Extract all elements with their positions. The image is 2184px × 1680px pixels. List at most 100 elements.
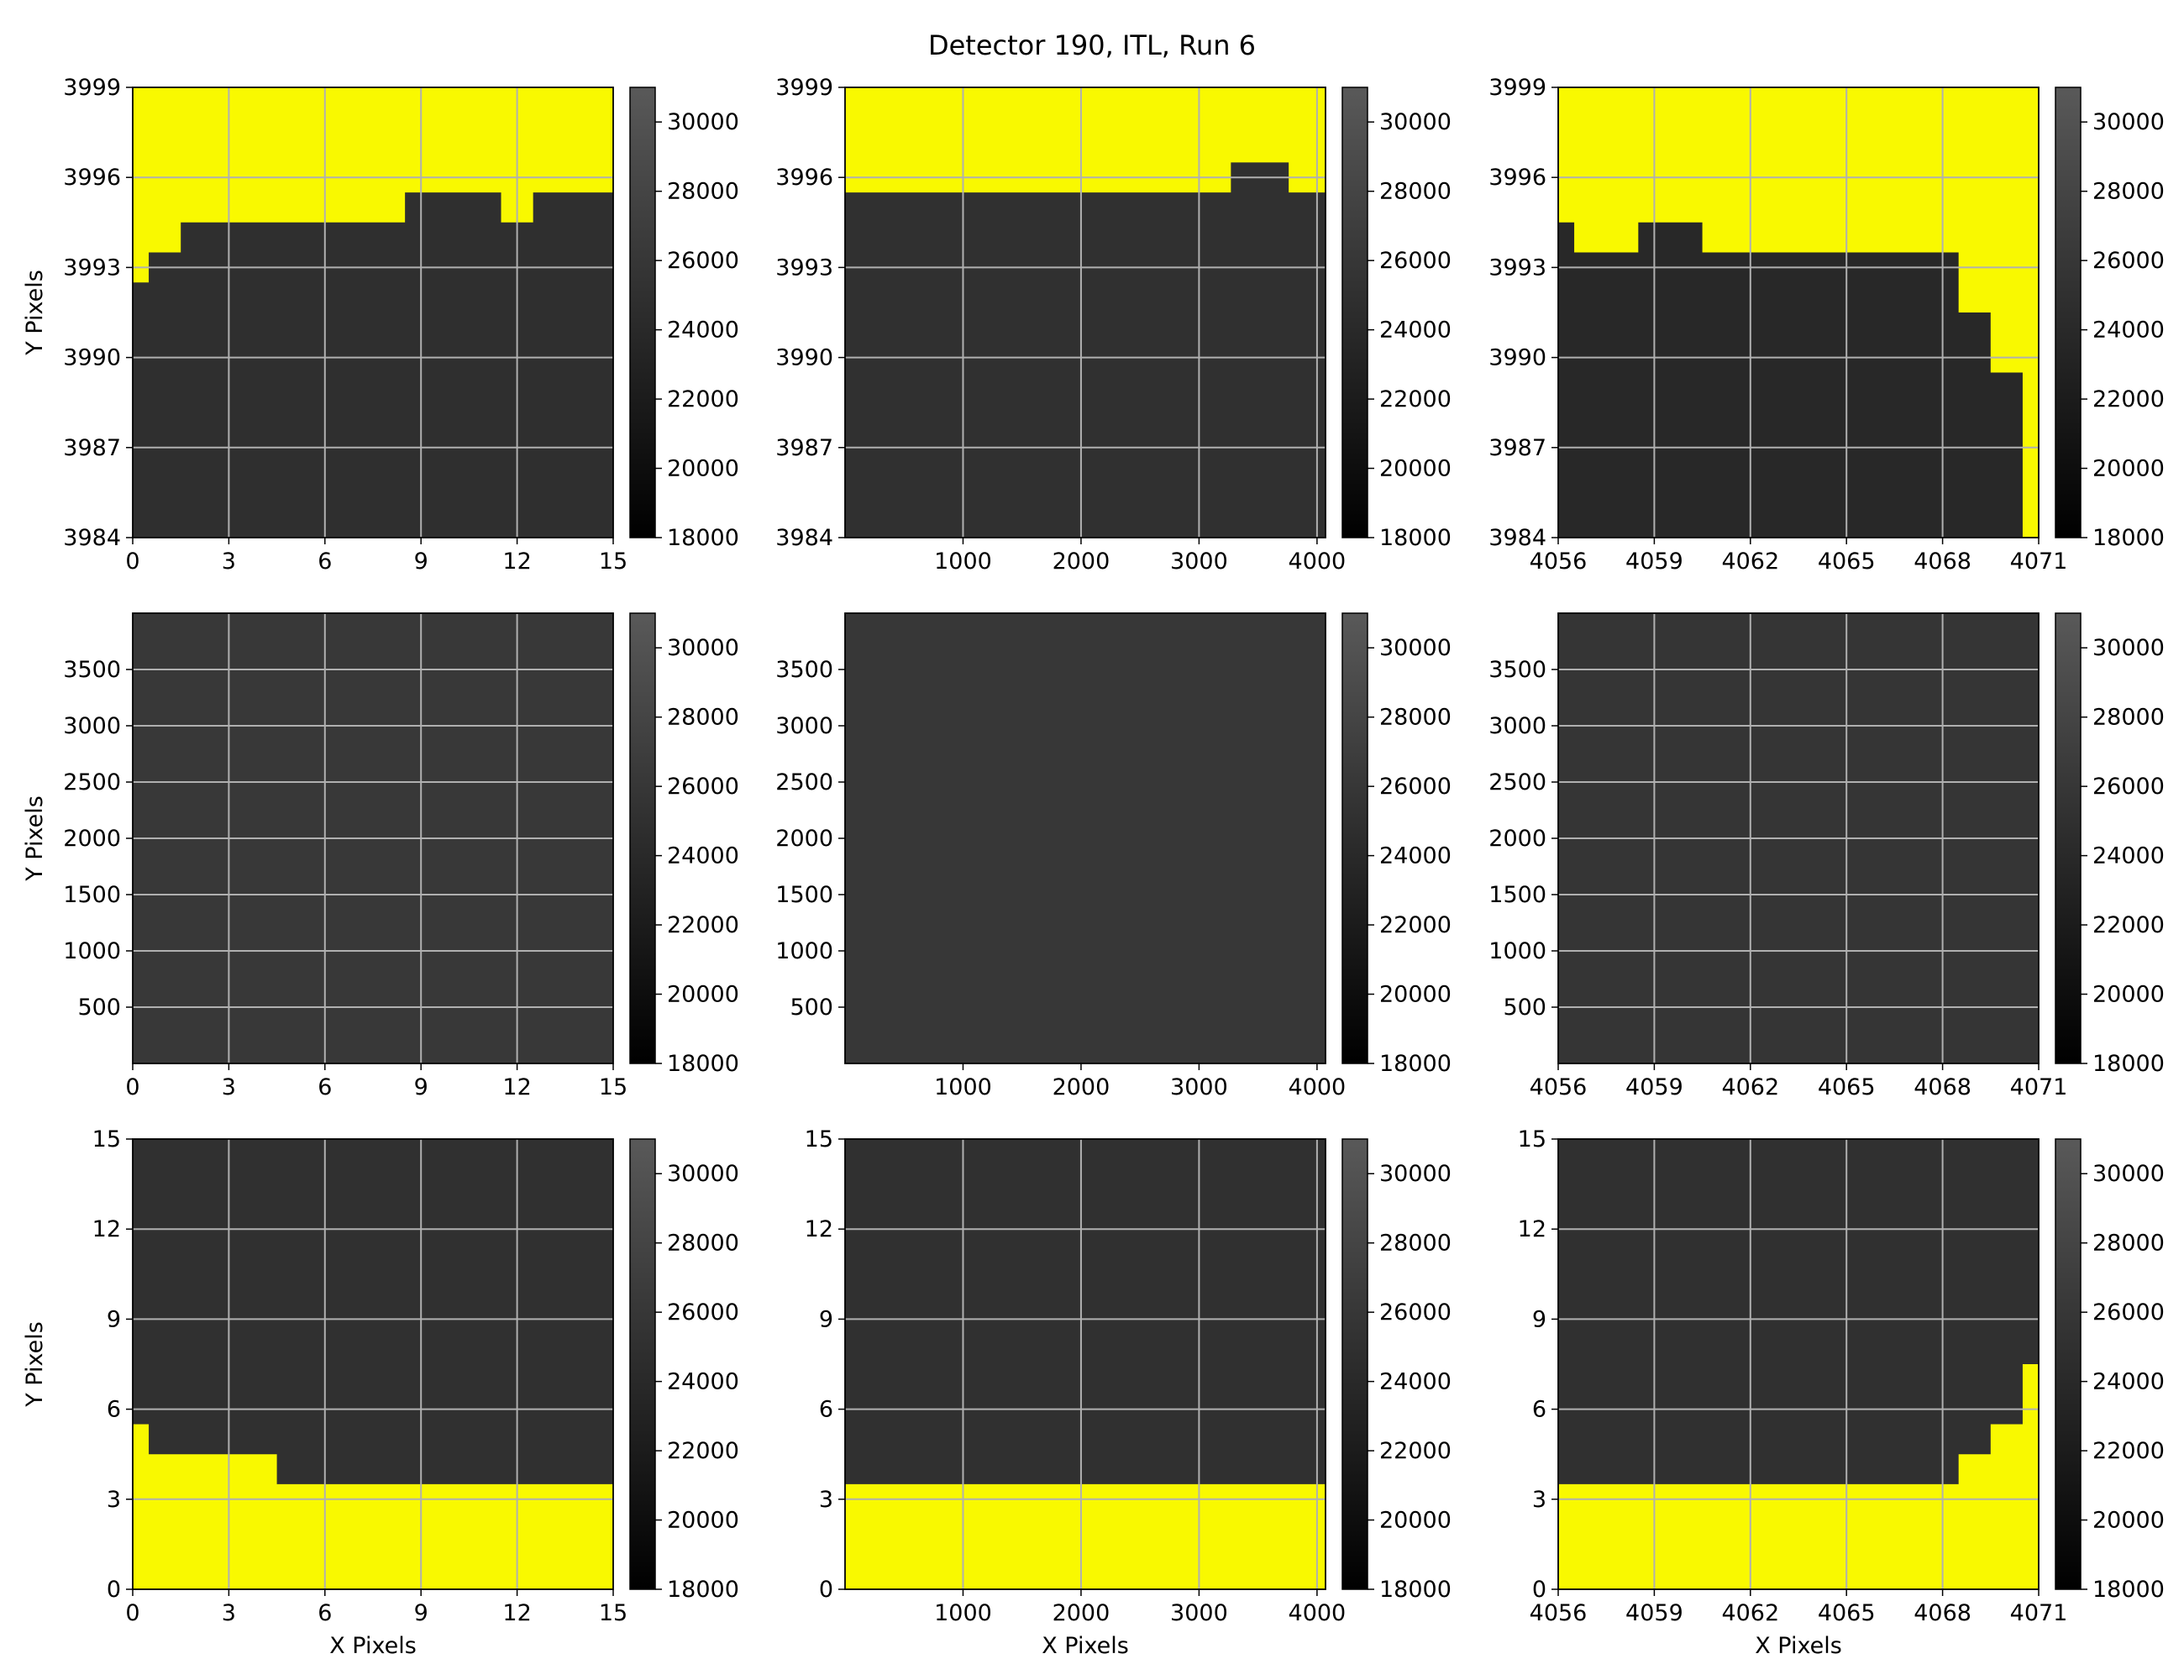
- x-tick-label: 4065: [1818, 1074, 1876, 1100]
- panel-0-0: 0 3 6 9 12 15 3984 3987 3990 3993 3996 3999 Y Pixels…: [22, 75, 739, 575]
- axes-frame: [132, 87, 614, 538]
- colorbar: [2055, 87, 2082, 538]
- y-tick-label: 1500: [775, 882, 833, 908]
- colorbar-tick-label: 20000: [2092, 456, 2165, 482]
- y-tick-label: 3000: [63, 713, 121, 739]
- x-tick-label: 2000: [1053, 1074, 1110, 1100]
- colorbar-tick-label: 18000: [2092, 1051, 2165, 1077]
- colorbar-tick-label: 30000: [667, 109, 739, 135]
- y-tick-label: 9: [819, 1306, 833, 1332]
- y-tick-label: 1500: [63, 882, 121, 908]
- x-tick-label: 4059: [1625, 549, 1683, 575]
- colorbar: [1341, 1138, 1368, 1590]
- x-tick-label: 4065: [1818, 549, 1876, 575]
- colorbar-tick-label: 18000: [1379, 1577, 1452, 1603]
- y-tick-label: 3999: [63, 75, 121, 101]
- x-tick-label: 4071: [2010, 1600, 2068, 1626]
- colorbar-tick-label: 24000: [667, 318, 739, 344]
- x-tick-label: 2000: [1053, 1600, 1110, 1626]
- y-tick-label: 1000: [775, 938, 833, 964]
- x-tick-label: 4068: [1914, 549, 1971, 575]
- x-tick-label: 1000: [934, 1074, 992, 1100]
- colorbar-tick-label: 28000: [667, 705, 739, 731]
- y-tick-label: 1500: [1488, 882, 1546, 908]
- panel-0-2: 4056 4059 4062 4065 4068 4071 3984 3987 3990 3993…: [1488, 75, 2165, 575]
- colorbar-tick-label: 30000: [2092, 1161, 2165, 1187]
- colorbar: [629, 87, 656, 538]
- x-tick-label: 4056: [1530, 1074, 1588, 1100]
- axes-frame: [844, 612, 1326, 1064]
- colorbar-tick-label: 26000: [2092, 248, 2165, 274]
- colorbar-tick-label: 28000: [667, 179, 739, 205]
- colorbar-tick-label: 26000: [1379, 248, 1452, 274]
- x-axis-label: X Pixels: [1042, 1633, 1129, 1659]
- panel-2-2: 4056 4059 4062 4065 4068 4071 0 3 6 9 12 15 X Pixels…: [1518, 1126, 2165, 1659]
- colorbar-tick-label: 30000: [667, 1161, 739, 1187]
- y-tick-label: 3990: [775, 345, 833, 371]
- y-tick-label: 3500: [1488, 657, 1546, 683]
- x-tick-label: 3000: [1170, 1074, 1228, 1100]
- colorbar-tick-label: 26000: [2092, 774, 2165, 800]
- x-tick-label: 12: [502, 549, 531, 575]
- colorbar-tick-label: 28000: [667, 1231, 739, 1257]
- x-tick-label: 4062: [1721, 549, 1779, 575]
- colorbar-tick-label: 18000: [667, 525, 739, 551]
- x-tick-label: 4059: [1625, 1600, 1683, 1626]
- y-tick-label: 2500: [1488, 769, 1546, 795]
- y-tick-label: 0: [107, 1577, 121, 1603]
- colorbar-tick-label: 28000: [1379, 1231, 1452, 1257]
- x-tick-label: 4065: [1818, 1600, 1876, 1626]
- y-tick-label: 0: [819, 1577, 833, 1603]
- y-tick-label: 2000: [775, 826, 833, 852]
- y-tick-label: 3996: [775, 165, 833, 191]
- colorbar-tick-label: 30000: [1379, 109, 1452, 135]
- y-tick-label: 12: [805, 1216, 833, 1242]
- colorbar-tick-label: 26000: [667, 248, 739, 274]
- colorbar-tick-label: 28000: [1379, 705, 1452, 731]
- x-tick-label: 12: [502, 1074, 531, 1100]
- panel-0-1: 1000 2000 3000 4000 3984 3987 3990 3993 3996 3999…: [775, 75, 1452, 575]
- x-tick-label: 0: [125, 1074, 139, 1100]
- y-tick-label: 500: [1503, 995, 1546, 1021]
- y-tick-label: 6: [819, 1397, 833, 1423]
- colorbar-tick-label: 24000: [2092, 1369, 2165, 1395]
- colorbar-tick-label: 18000: [667, 1577, 739, 1603]
- y-tick-label: 6: [107, 1397, 121, 1423]
- masked-region: [1558, 87, 2039, 538]
- y-tick-label: 3990: [63, 345, 121, 371]
- y-tick-label: 15: [92, 1126, 121, 1152]
- colorbar-tick-label: 22000: [1379, 386, 1452, 412]
- colorbar-tick-label: 18000: [1379, 525, 1452, 551]
- colorbar-tick-label: 22000: [1379, 912, 1452, 938]
- colorbar: [1341, 87, 1368, 538]
- y-tick-label: 3984: [775, 525, 833, 551]
- colorbar-tick-label: 20000: [1379, 456, 1452, 482]
- y-tick-label: 3993: [775, 255, 833, 281]
- colorbar-tick-label: 30000: [1379, 1161, 1452, 1187]
- y-tick-label: 1000: [63, 938, 121, 964]
- x-tick-label: 4062: [1721, 1074, 1779, 1100]
- x-tick-label: 4062: [1721, 1600, 1779, 1626]
- colorbar-tick-label: 28000: [1379, 179, 1452, 205]
- colorbar-tick-label: 20000: [2092, 1508, 2165, 1534]
- x-axis-label: X Pixels: [329, 1633, 417, 1659]
- y-tick-label: 3: [107, 1487, 121, 1513]
- colorbar-tick-label: 22000: [2092, 386, 2165, 412]
- y-tick-label: 3500: [775, 657, 833, 683]
- panel-1-1: 1000 2000 3000 4000 500 1000 1500 2000 2500 3000 3…: [775, 612, 1452, 1100]
- y-tick-label: 3987: [1488, 435, 1546, 461]
- colorbar-tick-label: 22000: [667, 1438, 739, 1464]
- y-tick-label: 1000: [1488, 938, 1546, 964]
- y-tick-label: 3500: [63, 657, 121, 683]
- colorbar-tick-label: 24000: [667, 1369, 739, 1395]
- colorbar-tick-label: 24000: [667, 843, 739, 869]
- y-tick-label: 0: [1532, 1577, 1546, 1603]
- colorbar-tick-label: 18000: [667, 1051, 739, 1077]
- colorbar-tick-label: 20000: [1379, 1508, 1452, 1534]
- x-tick-label: 3: [222, 1074, 236, 1100]
- x-tick-label: 4071: [2010, 1074, 2068, 1100]
- y-tick-label: 3996: [1488, 165, 1546, 191]
- masked-region: [133, 1424, 613, 1589]
- x-tick-label: 0: [125, 549, 139, 575]
- axes-frame: [844, 1138, 1326, 1590]
